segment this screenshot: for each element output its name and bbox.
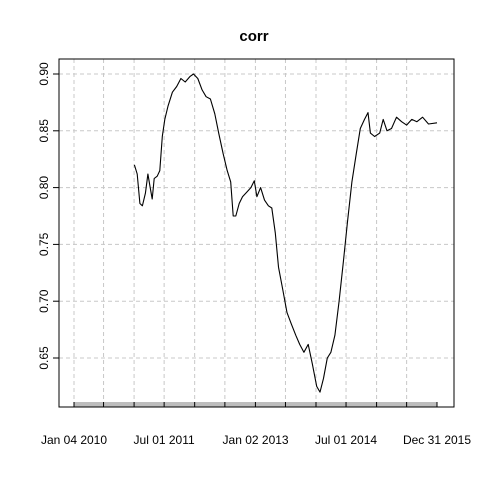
plot-frame [58, 58, 455, 408]
chart-title: corr [239, 28, 268, 45]
y-tick-label: 0.90 [37, 62, 51, 86]
x-axis: Jan 04 2010 Jul 01 2011 Jan 02 2013 Jul 01 … [41, 433, 471, 447]
y-axis: 0.65 0.70 0.75 0.80 0.85 0.90 [37, 62, 59, 370]
y-tick-label: 0.75 [37, 232, 51, 256]
x-tick-label: Dec 31 2015 [403, 433, 471, 447]
x-tick-label: Jul 01 2014 [315, 433, 377, 447]
x-axis-band [73, 402, 438, 407]
y-tick-label: 0.70 [37, 289, 51, 313]
series-line [133, 73, 438, 393]
x-tick-label: Jan 02 2013 [223, 433, 289, 447]
series-layer [133, 73, 438, 393]
y-tick-label: 0.80 [37, 176, 51, 200]
x-tick-label: Jul 01 2011 [134, 433, 195, 447]
y-tick-label: 0.85 [37, 119, 51, 143]
y-tick-label: 0.65 [37, 346, 51, 370]
x-tick-label: Jan 04 2010 [41, 433, 107, 447]
